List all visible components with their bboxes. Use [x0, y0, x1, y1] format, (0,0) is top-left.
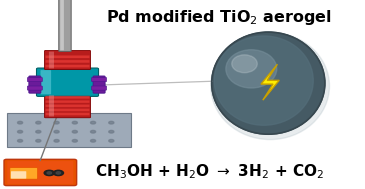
FancyBboxPatch shape: [36, 68, 99, 96]
Polygon shape: [261, 64, 279, 100]
FancyBboxPatch shape: [45, 55, 90, 58]
FancyBboxPatch shape: [45, 96, 90, 99]
Text: Pd modified TiO$_2$ aerogel: Pd modified TiO$_2$ aerogel: [106, 8, 332, 26]
Ellipse shape: [232, 55, 257, 73]
FancyBboxPatch shape: [7, 161, 73, 184]
Circle shape: [72, 121, 77, 124]
Polygon shape: [7, 113, 131, 147]
FancyBboxPatch shape: [49, 52, 54, 68]
FancyBboxPatch shape: [60, 0, 64, 50]
FancyBboxPatch shape: [4, 159, 77, 186]
FancyBboxPatch shape: [11, 171, 26, 179]
Circle shape: [72, 139, 77, 142]
Circle shape: [54, 121, 59, 124]
Circle shape: [91, 121, 96, 124]
Circle shape: [18, 121, 23, 124]
Ellipse shape: [226, 50, 277, 88]
Circle shape: [91, 139, 96, 142]
Circle shape: [72, 130, 77, 133]
FancyBboxPatch shape: [10, 168, 38, 179]
FancyBboxPatch shape: [45, 104, 90, 107]
Circle shape: [18, 139, 23, 142]
FancyBboxPatch shape: [45, 100, 90, 103]
FancyBboxPatch shape: [93, 76, 105, 93]
FancyBboxPatch shape: [45, 60, 90, 63]
Circle shape: [54, 130, 59, 133]
Circle shape: [47, 172, 51, 174]
FancyBboxPatch shape: [41, 70, 51, 94]
FancyBboxPatch shape: [45, 108, 90, 111]
FancyBboxPatch shape: [29, 76, 41, 93]
Circle shape: [53, 170, 64, 176]
FancyBboxPatch shape: [45, 94, 91, 118]
Circle shape: [44, 170, 54, 176]
Circle shape: [109, 130, 114, 133]
FancyBboxPatch shape: [92, 77, 107, 82]
FancyBboxPatch shape: [45, 50, 91, 70]
Circle shape: [91, 130, 96, 133]
FancyBboxPatch shape: [45, 65, 90, 68]
Circle shape: [54, 139, 59, 142]
Ellipse shape: [212, 32, 325, 134]
FancyBboxPatch shape: [92, 86, 107, 90]
Circle shape: [56, 172, 61, 174]
Circle shape: [36, 139, 41, 142]
FancyBboxPatch shape: [27, 86, 42, 90]
FancyBboxPatch shape: [45, 113, 90, 115]
Ellipse shape: [211, 33, 330, 139]
FancyBboxPatch shape: [27, 77, 42, 82]
Circle shape: [109, 139, 114, 142]
FancyBboxPatch shape: [49, 95, 54, 116]
Circle shape: [109, 121, 114, 124]
Text: CH$_3$OH + H$_2$O $\rightarrow$ 3H$_2$ + CO$_2$: CH$_3$OH + H$_2$O $\rightarrow$ 3H$_2$ +…: [95, 163, 324, 181]
Circle shape: [36, 121, 41, 124]
Ellipse shape: [214, 36, 313, 125]
Circle shape: [18, 130, 23, 133]
Circle shape: [36, 130, 41, 133]
FancyBboxPatch shape: [59, 0, 71, 51]
